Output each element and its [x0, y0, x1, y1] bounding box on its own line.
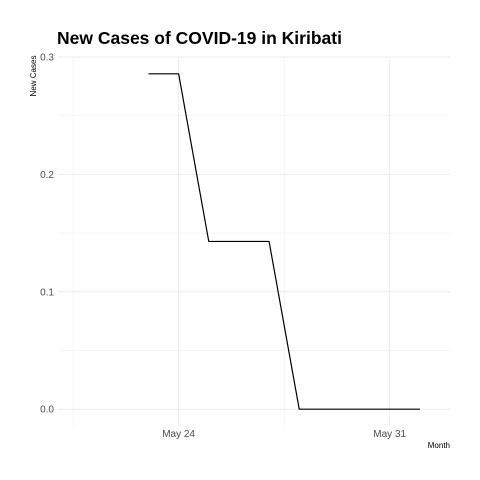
x-tick-label: May 31 — [373, 429, 406, 440]
y-tick-label: 0.2 — [40, 170, 54, 181]
x-axis-title: Month — [428, 441, 450, 450]
plot-line-layer — [148, 73, 420, 410]
chart-title: New Cases of COVID-19 in Kiribati — [57, 28, 342, 48]
series-line-new-cases — [148, 73, 420, 410]
y-axis-title: New Cases — [29, 56, 38, 97]
x-tick-label: May 24 — [162, 429, 195, 440]
y-tick-label: 0.3 — [40, 53, 54, 64]
x-tick-labels: May 24 May 31 — [162, 429, 406, 440]
y-tick-label: 0.0 — [40, 405, 54, 416]
gridlines — [58, 56, 450, 426]
y-tick-labels: 0.0 0.1 0.2 0.3 — [40, 53, 54, 416]
y-tick-label: 0.1 — [40, 287, 54, 298]
